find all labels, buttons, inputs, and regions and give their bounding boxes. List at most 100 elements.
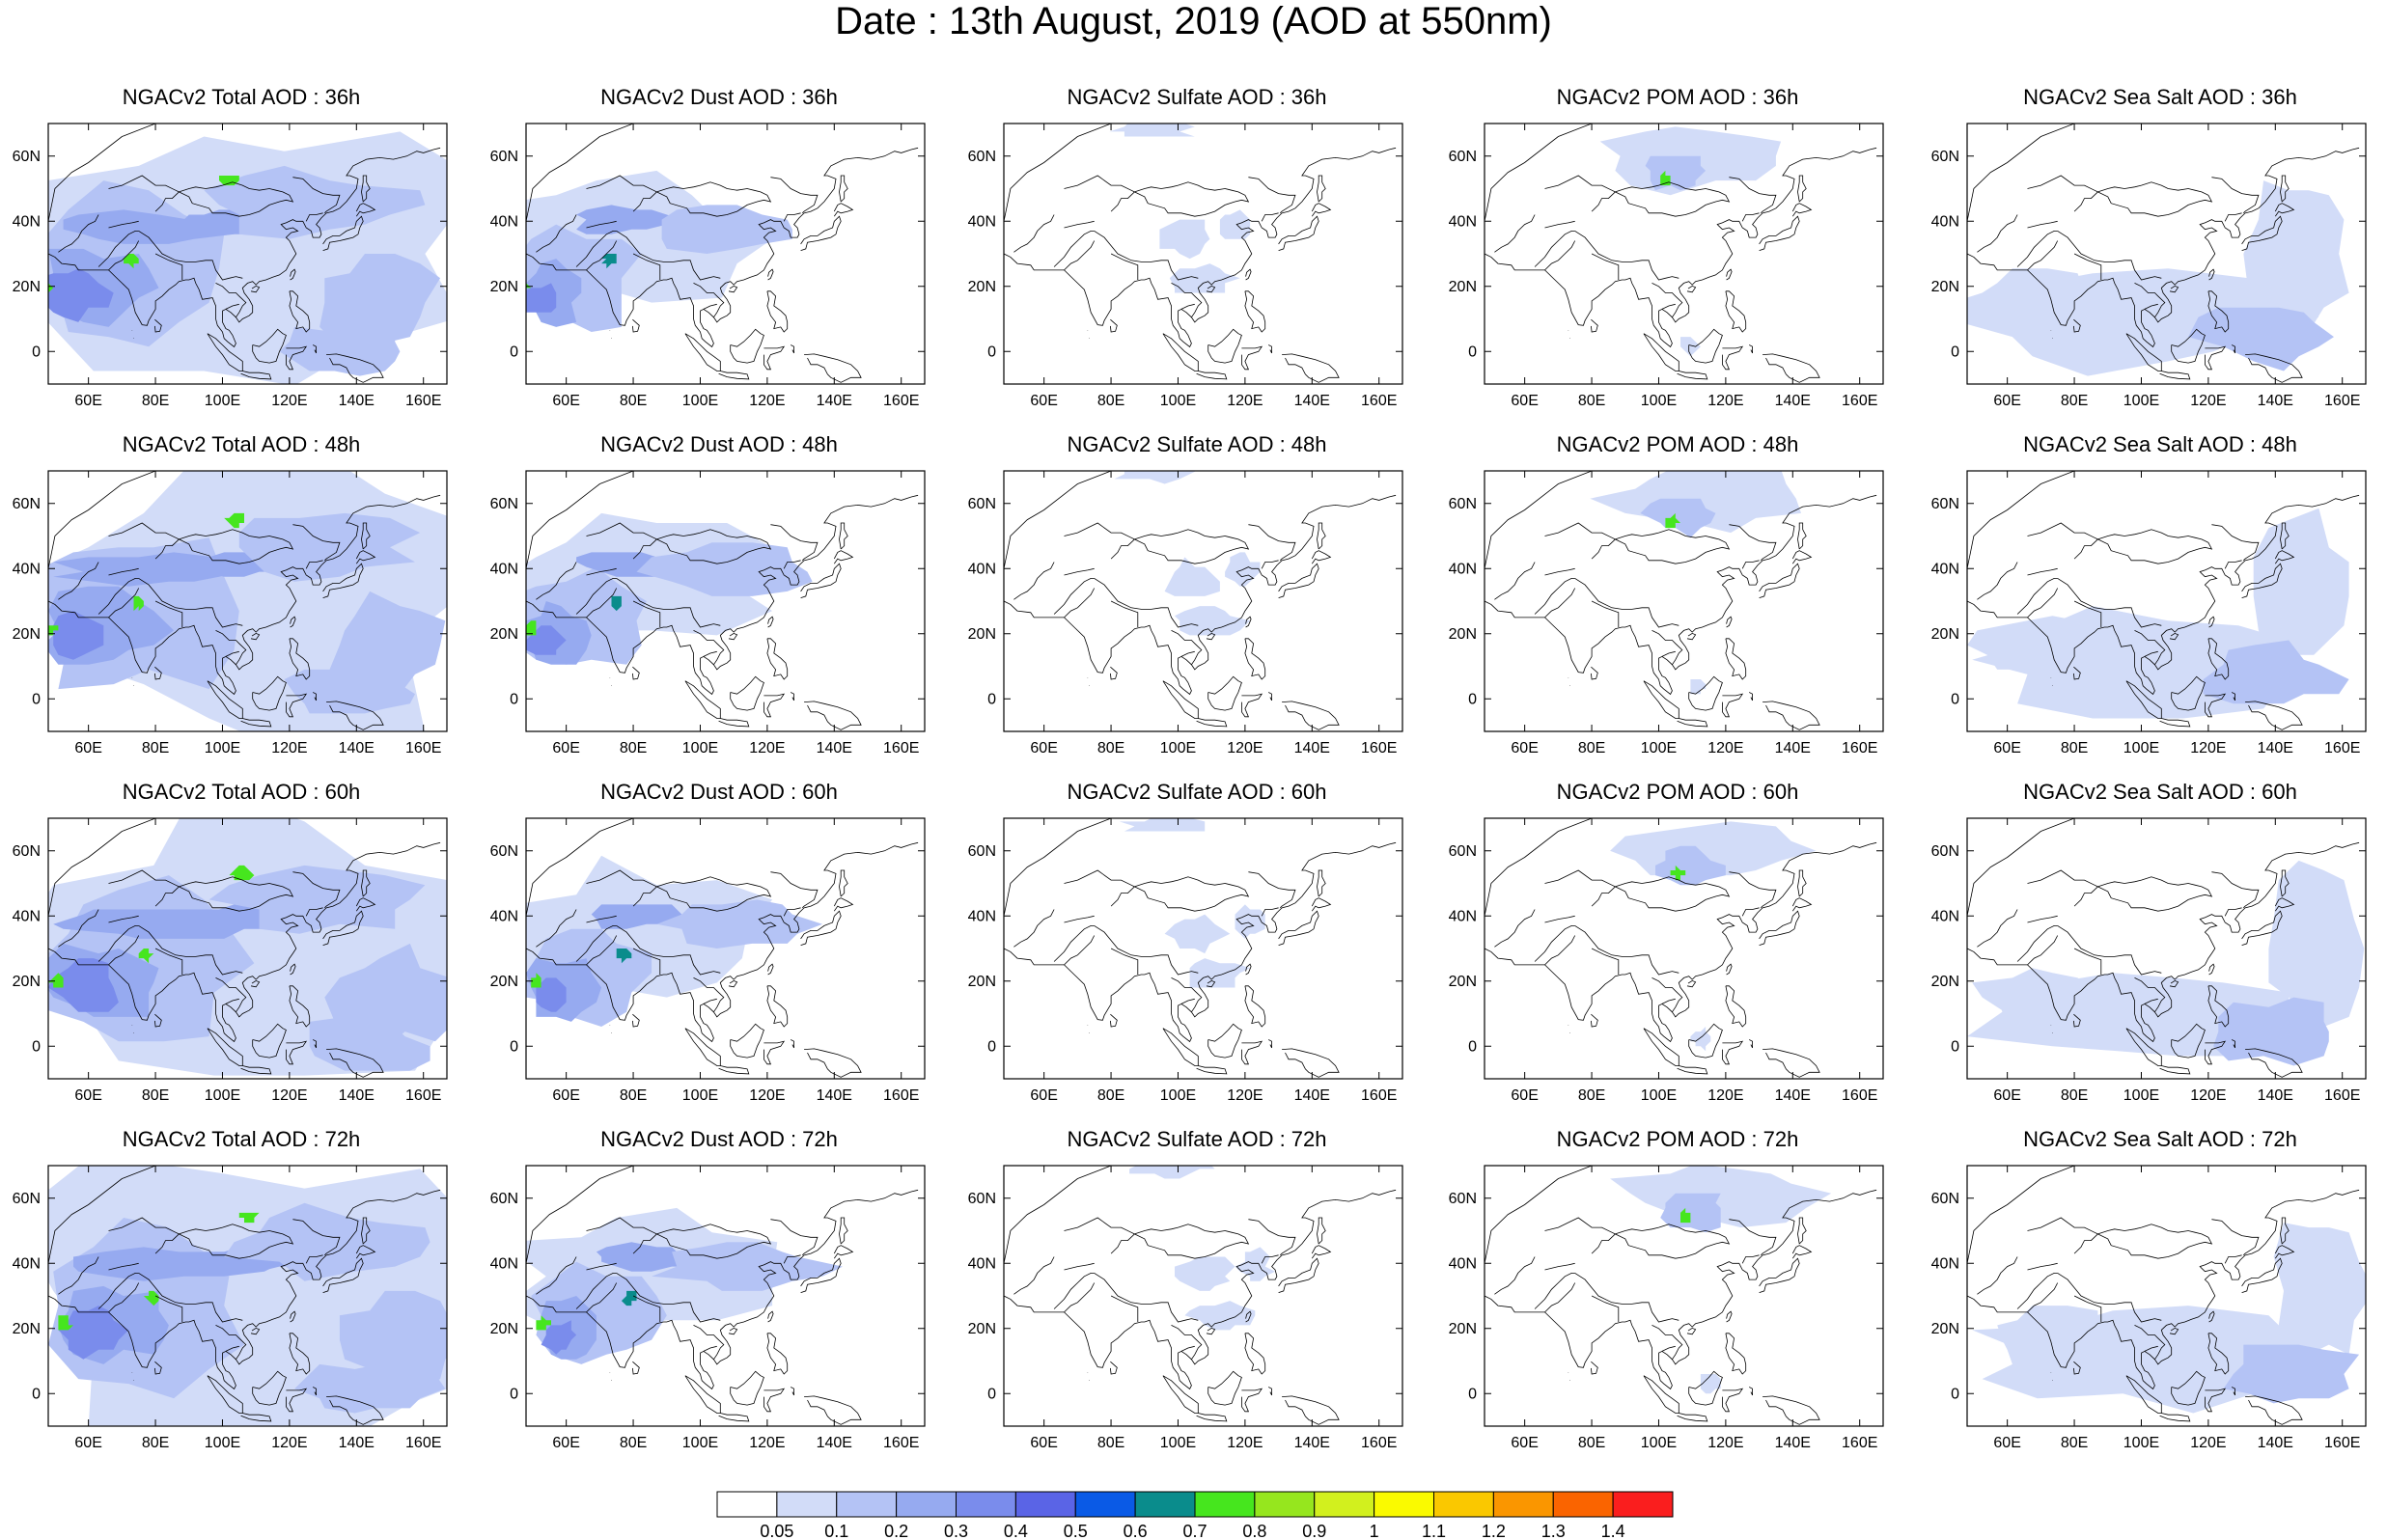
coastline (1762, 1048, 1820, 1078)
map-frame (1966, 470, 2367, 732)
coastline (1241, 1388, 1263, 1413)
coastline (1615, 181, 1731, 217)
coastline (225, 650, 239, 657)
coastline (240, 718, 272, 728)
colorbar-label: 0.2 (884, 1522, 908, 1540)
coastline (1677, 1065, 1708, 1075)
lat-tick-label: 60N (968, 496, 996, 512)
coastline (1261, 560, 1279, 569)
lon-tick-label: 140E (1775, 393, 1811, 409)
aod-field-patch (1219, 209, 1251, 239)
panel-title: NGACv2 Dust AOD : 60h (600, 780, 838, 804)
coastline (361, 1217, 371, 1245)
colorbar-label: 1.1 (1422, 1522, 1446, 1540)
coastline (108, 915, 139, 923)
map-panel-seasalt: NGACv2 Sea Salt AOD : 60h 60N 40N 20N 0 60E 80… (1919, 780, 2387, 1127)
coastline (108, 1282, 140, 1313)
coastline (1004, 494, 1397, 696)
coastline (575, 925, 617, 962)
coastline (1282, 1048, 1340, 1078)
coastline (1094, 578, 1199, 628)
lat-tick-label: 0 (510, 1386, 518, 1402)
coastline (536, 1256, 577, 1295)
coastline (767, 616, 774, 628)
lat-tick-label: 0 (987, 1038, 996, 1055)
coastline (2144, 998, 2158, 1004)
coastline (1317, 175, 1326, 203)
aod-field-patch (1660, 170, 1671, 186)
coastline (1661, 303, 1676, 310)
coastline (290, 268, 296, 281)
lon-tick-label: 160E (883, 740, 919, 756)
coastline (1311, 550, 1332, 564)
map-frame (525, 123, 926, 385)
lon-tick-label: 140E (1775, 1087, 1811, 1104)
coastline (1688, 1370, 1723, 1406)
coastline (2274, 203, 2295, 217)
coastline (179, 529, 294, 564)
coastline (1206, 632, 1216, 641)
coastline (2169, 285, 2179, 293)
aod-field-patch (229, 865, 255, 881)
map-plot: 60N 40N 20N 0 60E 80E 100E 120E 140E 160E (1931, 817, 2367, 1104)
coastline (575, 231, 617, 267)
map-plot: 60N 40N 20N 0 60E 80E 100E 120E 140E 160E (968, 470, 1403, 756)
map-panel-sulfate: NGACv2 Sulfate AOD : 72h 60N 40N 20N 0 60E 80E… (956, 1127, 1438, 1474)
coastline (1726, 1310, 1733, 1323)
coastline (800, 215, 842, 251)
aod-field-patch (1129, 1166, 1215, 1179)
coastline (2073, 948, 2102, 975)
coastline (1762, 353, 1820, 383)
colorbar-swatch (1254, 1491, 1316, 1518)
lon-tick-label: 100E (2123, 1435, 2159, 1451)
figure-title: Date : 13th August, 2019 (AOD at 550nm) (835, 0, 1552, 42)
coastline (684, 1028, 721, 1066)
coastline (770, 177, 819, 214)
coastline (1591, 191, 1616, 212)
coastline (1722, 345, 1744, 371)
coastline (215, 283, 247, 318)
panel-title: NGACv2 POM AOD : 48h (1556, 432, 1799, 456)
coastline (1977, 909, 2018, 948)
coastline (1762, 1395, 1820, 1425)
map-plot: 60N 40N 20N 0 60E 80E 100E 120E 140E 160E (1931, 470, 2367, 756)
coastline (1591, 886, 1616, 907)
map-frame (47, 123, 448, 385)
coastline (586, 522, 657, 540)
coastline (766, 985, 789, 1028)
coastline (586, 220, 617, 229)
coastline (1688, 1023, 1723, 1059)
lon-tick-label: 120E (1707, 1435, 1743, 1451)
coastline (1544, 588, 1576, 619)
lon-tick-label: 60E (1993, 1435, 2020, 1451)
coastline (1094, 1273, 1199, 1323)
coastline (1544, 240, 1576, 271)
coastline (138, 1273, 243, 1323)
lat-tick-label: 0 (1468, 344, 1477, 360)
panel-title: NGACv2 Total AOD : 48h (122, 432, 361, 456)
coastline (322, 910, 364, 946)
lon-tick-label: 60E (1511, 740, 1538, 756)
map-plot: 60N 40N 20N 0 60E 80E 100E 120E 140E 160E (1931, 1165, 2367, 1451)
aod-field-patch (133, 595, 144, 612)
aod-field-patch (652, 1242, 843, 1291)
coastline (1311, 897, 1332, 912)
coastline (1241, 1040, 1263, 1065)
coastline (1591, 1233, 1616, 1254)
aod-field-patch (526, 620, 537, 636)
coastline (108, 175, 180, 193)
aod-field-patch (2273, 1223, 2366, 1355)
coastline (108, 1217, 180, 1235)
lon-tick-label: 100E (2123, 740, 2159, 756)
lat-tick-label: 60N (1931, 1191, 1959, 1207)
lat-tick-label: 0 (32, 1038, 41, 1055)
coastline (1053, 231, 1095, 267)
lon-tick-label: 140E (1775, 740, 1811, 756)
coastline (1688, 328, 1723, 364)
lon-tick-label: 100E (2123, 1087, 2159, 1104)
coastline (1661, 1345, 1676, 1352)
coastline (767, 268, 774, 281)
map-frame (47, 1165, 448, 1427)
coastline (1544, 915, 1575, 923)
coastline (1282, 353, 1340, 383)
